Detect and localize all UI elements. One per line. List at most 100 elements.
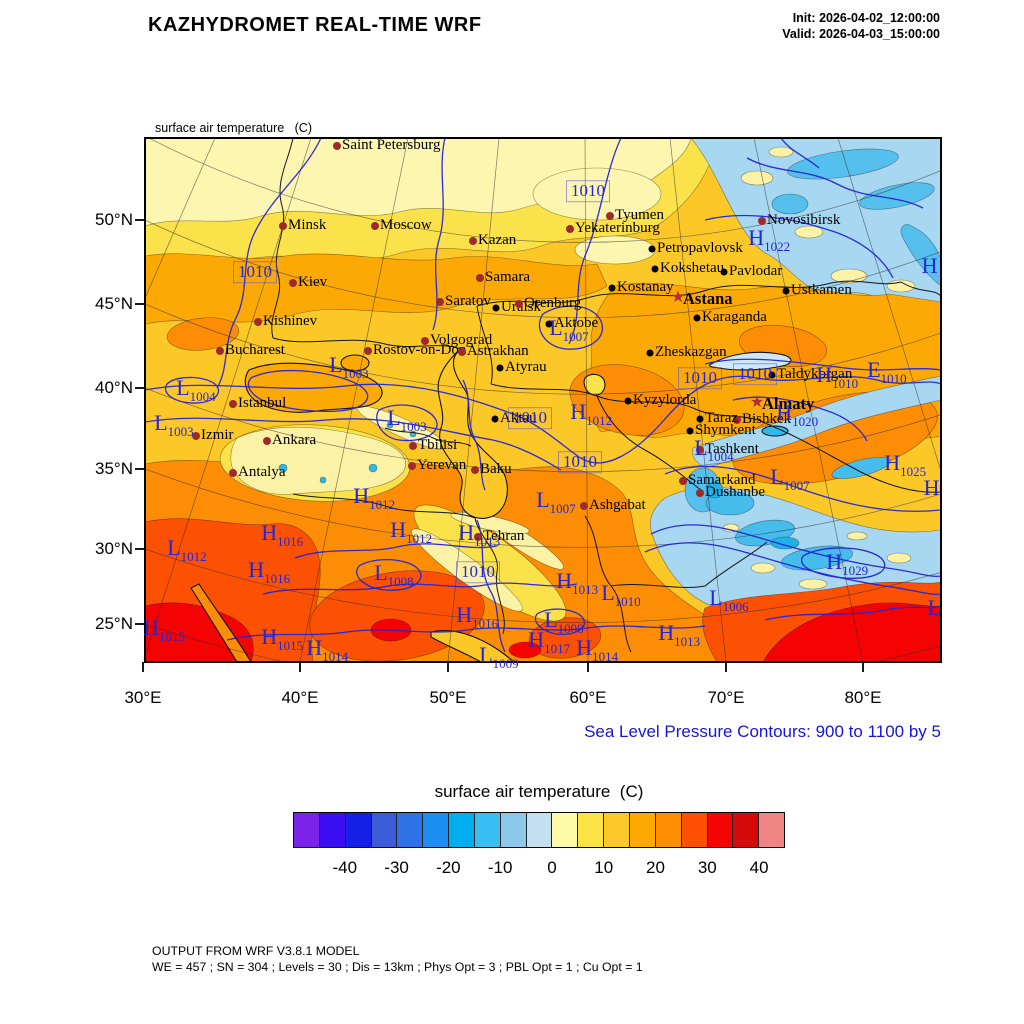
city-label-orenburg: Orenburg (524, 295, 582, 311)
colorbar-cell-3 (371, 813, 398, 847)
pressure-letter: H (306, 635, 323, 660)
city-label-bucharest: Bucharest (225, 342, 285, 358)
city-label-tbilisi: Tbilisi (418, 437, 458, 453)
lon-label-30°E: 30°E (124, 688, 162, 707)
city-marker-uralsk (492, 304, 500, 312)
run-times: Init: 2026-04-02_12:00:00 Valid: 2026-04… (782, 10, 940, 42)
pressure-label-l1008: L1008 (374, 560, 413, 589)
pressure-value: 1004 (189, 389, 216, 404)
pressure-letter: L (479, 642, 493, 667)
colorbar-tick-30: 30 (697, 858, 717, 877)
pressure-letter: E (867, 357, 881, 382)
pressure-letter: H (826, 549, 843, 574)
colorbar-tick--40: -40 (332, 858, 358, 877)
city-marker-bucharest (216, 347, 224, 355)
city-label-saratov: Saratov (445, 293, 491, 309)
colorbar-tick-20: 20 (646, 858, 665, 877)
city-label-dushanbe: Dushanbe (705, 484, 765, 500)
city-label-ankara: Ankara (272, 432, 317, 448)
city-marker-kokshetau (651, 265, 659, 273)
pressure-letter: L (167, 535, 181, 560)
city-label-saint-petersburg: Saint Petersburg (342, 137, 441, 153)
city-label-kazan: Kazan (478, 232, 517, 248)
pressure-letter: L (927, 595, 942, 620)
contour-box-label: 1010 (233, 261, 277, 283)
pressure-letter: H (776, 400, 793, 425)
city-label-bishkek: Bishkek (742, 411, 792, 427)
pressure-label-h1010: H1010 (816, 364, 858, 391)
city-marker-astrakhan (458, 348, 466, 356)
footer: OUTPUT FROM WRF V3.8.1 MODEL WE = 457 ; … (152, 944, 643, 975)
pressure-value: 1012 (586, 413, 613, 428)
colorbar-cell-10 (552, 813, 579, 847)
colorbar-tick--30: -30 (384, 858, 409, 877)
city-label-volgograd: Volgograd (430, 332, 493, 348)
page-title: KAZHYDROMET REAL-TIME WRF (148, 14, 482, 36)
colorbar-cell-15 (681, 813, 708, 847)
valid-time-label: Valid: 2026-04-03_15:00:00 (782, 27, 940, 41)
colorbar-cell-6 (449, 813, 475, 847)
city-marker-antalya (229, 469, 237, 477)
pressure-label-l1007: L1007 (549, 317, 588, 344)
city-marker-saratov (436, 298, 444, 306)
pressure-value: 1004 (707, 449, 734, 464)
pressure-letter: H (458, 520, 475, 545)
pressure-value: 1013 (572, 582, 599, 597)
city-label-tyumen: Tyumen (615, 207, 664, 223)
colorbar-tick-40: 40 (749, 858, 769, 877)
lon-label-70°E: 70°E (707, 688, 745, 707)
colorbar-cell-11 (578, 813, 605, 847)
pressure-value: 1003 (400, 419, 427, 434)
pressure-letter: H (390, 517, 407, 542)
city-label-pavlodar: Pavlodar (729, 263, 783, 279)
city-marker-kishinev (254, 318, 262, 326)
colorbar-tick--10: -10 (487, 858, 513, 877)
contour-box-label: 1010 (566, 180, 610, 202)
colorbar-cell-1 (319, 813, 346, 847)
pressure-label-l1010: L1010 (601, 580, 640, 609)
city-marker-shymkent (686, 427, 694, 435)
pressure-value: 1010 (832, 376, 859, 391)
city-label-moscow: Moscow (380, 217, 432, 233)
colorbar-cell-4 (397, 813, 424, 847)
city-marker-kostanay (608, 284, 616, 292)
lat-label-45°N: 45°N (95, 294, 133, 313)
city-marker-yekaterinburg (566, 225, 574, 233)
pressure-value: 1025 (900, 464, 927, 479)
city-marker-izmir (192, 432, 200, 440)
city-label-petropavlovsk: Petropavlovsk (657, 240, 743, 256)
pressure-value: 1009 (492, 656, 519, 671)
pressure-label-l1006: L1006 (709, 587, 748, 614)
city-label-yerevan: Yerevan (417, 457, 467, 473)
pressure-value: 1016 (264, 571, 291, 586)
pressure-letter: L (154, 410, 168, 435)
city-marker-kiev (289, 279, 297, 287)
city-marker-almaty: ★ (749, 394, 765, 411)
city-marker-astana: ★ (670, 289, 686, 306)
pressure-label-h: H (922, 255, 938, 277)
city-marker-novosibirsk (758, 217, 766, 225)
pressure-letter: H (143, 615, 160, 640)
pressure-label-h1025: H1025 (884, 452, 926, 479)
lat-label-40°N: 40°N (95, 378, 133, 397)
pressure-value: 1010 (614, 594, 641, 609)
pressure-contour-caption: Sea Level Pressure Contours: 900 to 1100… (584, 722, 941, 741)
colorbar-cell-9 (526, 813, 553, 847)
pressure-label-h1013: H1013 (458, 520, 500, 549)
city-label-izmir: Izmir (201, 427, 234, 443)
colorbar (293, 812, 785, 848)
city-marker-ustkamen (782, 287, 790, 295)
city-label-kishinev: Kishinev (263, 313, 318, 329)
pressure-value: 1017 (544, 641, 571, 656)
city-label-tashkent: Tashkent (705, 441, 759, 457)
pressure-label-h1017: H1017 (528, 629, 570, 656)
pressure-value: 1012 (369, 497, 396, 512)
pressure-letter: L (374, 560, 388, 585)
pressure-letter: L (601, 580, 615, 605)
colorbar-cell-13 (629, 813, 656, 847)
city-marker-samara (476, 274, 484, 282)
lon-label-40°E: 40°E (281, 688, 319, 707)
city-label-astrakhan: Astrakhan (467, 343, 529, 359)
pressure-letter: H (261, 520, 278, 545)
pressure-letter: L (694, 435, 708, 460)
